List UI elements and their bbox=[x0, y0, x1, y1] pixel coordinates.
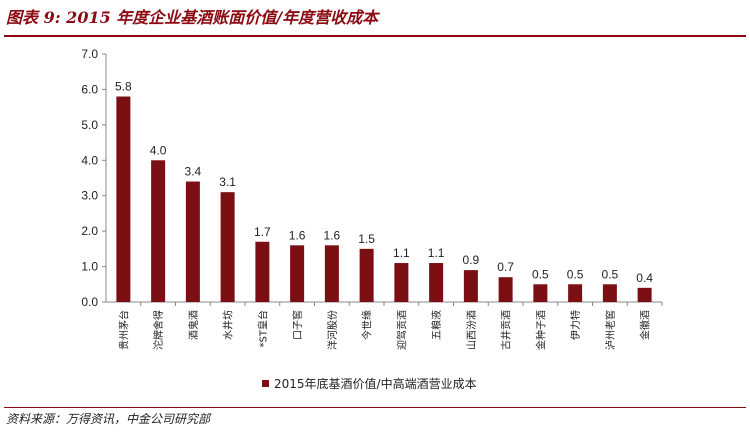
x-tick-label: *ST皇台 bbox=[256, 310, 269, 347]
source-note: 资料来源：万得资讯，中金公司研究部 bbox=[6, 412, 211, 426]
bar bbox=[255, 241, 270, 302]
x-tick-label: 口子窖 bbox=[291, 310, 304, 340]
bar-chart: 0.0 1.0 2.0 3.0 4.0 5.0 6.0 7.0 贵州茅台 沱牌舍得 酒鬼酒 水井坊 *S… bbox=[81, 47, 663, 391]
bar bbox=[185, 181, 200, 302]
chart-axes: 0.0 1.0 2.0 3.0 4.0 5.0 6.0 7.0 贵州茅台 沱牌舍得 酒鬼酒 水井坊 *S… bbox=[81, 47, 663, 350]
y-tick-label: 7.0 bbox=[81, 47, 98, 61]
x-tick-label: 泸州老窖 bbox=[604, 310, 617, 350]
data-label: 1.1 bbox=[428, 246, 445, 260]
data-label: 0.4 bbox=[636, 271, 653, 285]
title-rule bbox=[4, 35, 746, 37]
y-tick-label: 1.0 bbox=[81, 260, 98, 274]
data-label: 0.7 bbox=[497, 260, 514, 274]
legend-label: 2015年底基酒价值/中高端酒营业成本 bbox=[274, 376, 477, 391]
y-tick-label: 3.0 bbox=[81, 189, 98, 203]
x-tick-label: 五粮液 bbox=[430, 310, 443, 340]
x-tick-label: 古井贡酒 bbox=[500, 310, 513, 350]
y-tick-label: 6.0 bbox=[81, 82, 98, 96]
x-tick-label: 贵州茅台 bbox=[117, 310, 130, 350]
data-label: 0.5 bbox=[602, 267, 619, 281]
y-tick-label: 4.0 bbox=[81, 153, 98, 167]
bar bbox=[463, 270, 478, 302]
x-tick-label: 金徽酒 bbox=[639, 310, 652, 340]
bar bbox=[151, 160, 166, 302]
chart-legend: 2015年底基酒价值/中高端酒营业成本 bbox=[262, 376, 477, 391]
data-label: 1.7 bbox=[254, 225, 271, 239]
x-tick-label: 酒鬼酒 bbox=[187, 310, 200, 340]
bar bbox=[568, 284, 583, 302]
bar bbox=[498, 277, 513, 302]
data-label: 5.8 bbox=[115, 80, 132, 94]
bar bbox=[533, 284, 548, 302]
data-label: 4.0 bbox=[150, 143, 167, 157]
data-label: 3.1 bbox=[219, 175, 236, 189]
x-tick-label: 今世缘 bbox=[361, 310, 374, 340]
data-label: 0.9 bbox=[463, 253, 480, 267]
bar bbox=[324, 245, 339, 302]
data-label: 3.4 bbox=[185, 165, 202, 179]
data-label: 0.5 bbox=[567, 267, 584, 281]
y-tick-label: 5.0 bbox=[81, 118, 98, 132]
data-label: 0.5 bbox=[532, 267, 549, 281]
source-rule bbox=[4, 407, 746, 408]
x-tick-label: 迎驾贡酒 bbox=[396, 310, 408, 350]
x-tick-label: 水井坊 bbox=[222, 310, 235, 340]
x-tick-label: 山西汾酒 bbox=[466, 310, 478, 350]
data-label: 1.1 bbox=[393, 246, 410, 260]
bar bbox=[602, 284, 617, 302]
bar bbox=[290, 245, 305, 302]
bar bbox=[637, 287, 652, 302]
x-tick-label: 洋河股份 bbox=[326, 310, 339, 350]
y-tick-label: 0.0 bbox=[81, 295, 98, 309]
x-tick-label: 金种子酒 bbox=[534, 310, 547, 350]
x-tick-label: 沱牌舍得 bbox=[152, 310, 165, 350]
x-tick-label: 伊力特 bbox=[569, 310, 582, 340]
data-label: 1.6 bbox=[324, 228, 341, 242]
chart-bars: 5.8 4.0 3.4 3.1 1.7 1.6 1.6 1.5 1.1 1.1 0.9 0.7 0.5 0… bbox=[115, 80, 653, 302]
data-label: 1.5 bbox=[358, 232, 375, 246]
figure-title: 图表 9: 2015 年度企业基酒账面价值/年度营收成本 bbox=[6, 8, 379, 27]
data-label: 1.6 bbox=[289, 228, 306, 242]
bar bbox=[220, 192, 235, 302]
bar bbox=[116, 96, 131, 302]
bar bbox=[394, 263, 409, 302]
legend-swatch bbox=[262, 380, 269, 387]
bar bbox=[429, 263, 444, 302]
bar bbox=[359, 248, 374, 302]
y-tick-label: 2.0 bbox=[81, 224, 98, 238]
